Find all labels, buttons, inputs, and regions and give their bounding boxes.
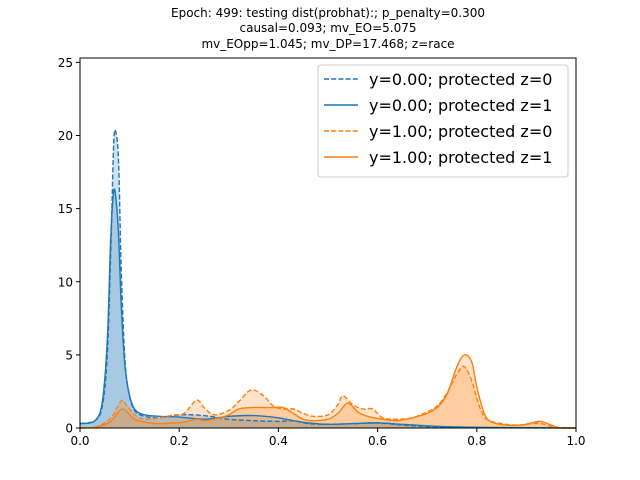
legend-box [317,64,569,178]
x-tick-label: 0.6 [368,434,387,448]
density-fill-series-3 [80,366,576,428]
chart-title: Epoch: 499: testing dist(probhat):; p_pe… [171,6,485,51]
density-lines [79,128,577,429]
x-tick-label: 0.2 [170,434,189,448]
title-line-2: causal=0.093; mv_EO=5.075 [240,21,417,35]
density-line-series-4 [79,354,576,429]
density-fill-series-4 [80,354,576,428]
title-line-3: mv_EOpp=1.045; mv_DP=17.468; z=race [201,37,454,51]
title-line-1: Epoch: 499: testing dist(probhat):; p_pe… [171,6,485,20]
y-tick-label: 25 [58,56,73,70]
legend-label-series-1: y=0.00; protected z=0 [369,70,552,89]
y-tick-label: 20 [58,129,73,143]
y-axis: 0 5 10 15 20 25 [58,56,80,436]
legend: y=0.00; protected z=0 y=0.00; protected z… [317,64,569,178]
x-axis: 0.0 0.2 0.4 0.6 0.8 1.0 [70,428,586,448]
legend-label-series-3: y=1.00; protected z=0 [369,122,552,141]
x-tick-label: 1.0 [566,434,585,448]
y-tick-label: 5 [65,348,73,362]
density-line-series-2 [79,188,577,429]
density-fill-series-2 [80,189,576,428]
y-tick-label: 10 [58,275,73,289]
x-tick-label: 0.0 [70,434,89,448]
x-tick-label: 0.8 [467,434,486,448]
x-tick-label: 0.4 [269,434,288,448]
legend-label-series-4: y=1.00; protected z=1 [369,148,552,167]
y-tick-label: 15 [58,202,73,216]
legend-label-series-2: y=0.00; protected z=1 [369,96,552,115]
plot-frame [79,57,577,429]
density-line-series-3 [79,365,576,429]
y-tick-label: 0 [65,422,73,436]
